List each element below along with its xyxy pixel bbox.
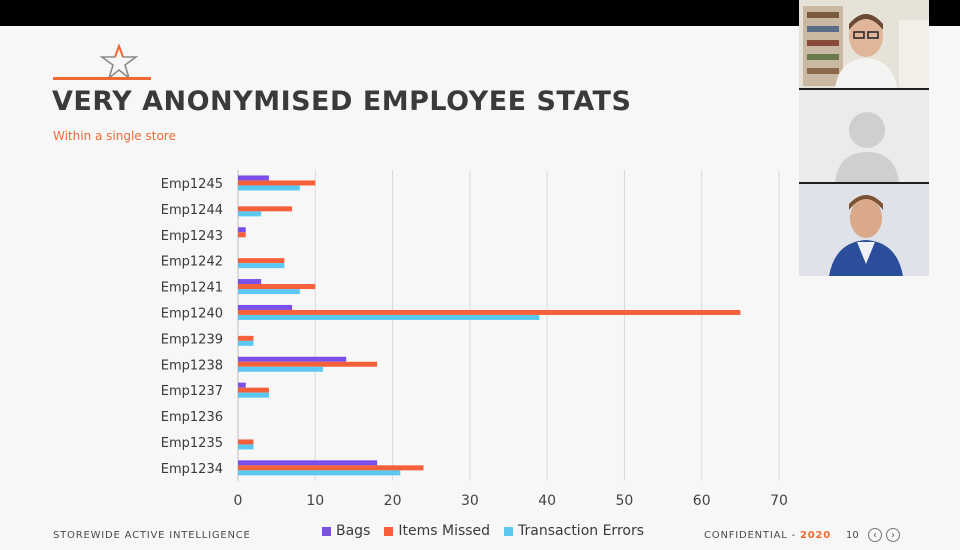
slide-title: VERY ANONYMISED EMPLOYEE STATS (52, 86, 632, 117)
x-tick-label-30: 30 (461, 493, 479, 509)
bar-transaction-errors-emp1237 (238, 392, 269, 398)
bar-items-missed-emp1244 (238, 206, 293, 212)
bar-transaction-errors-emp1245 (238, 185, 300, 191)
bar-bags-emp1234 (238, 460, 378, 466)
category-label-emp1240: Emp1240 (161, 306, 223, 321)
legend-label-transaction-errors: Transaction Errors (518, 523, 645, 539)
footer-year: 2020 (799, 530, 832, 541)
bar-items-missed-emp1245 (238, 180, 316, 186)
legend-swatch-transaction-errors (504, 526, 514, 536)
bar-transaction-errors-emp1240 (238, 314, 540, 320)
legend-label-items-missed: Items Missed (398, 523, 491, 539)
bar-transaction-errors-emp1234 (238, 470, 401, 476)
legend-item-bags: Bags (322, 523, 370, 539)
bar-bags-emp1245 (238, 175, 269, 181)
logo-underline (53, 77, 151, 80)
star-logo-icon (99, 44, 139, 80)
participant-1-image (799, 0, 929, 88)
category-label-emp1236: Emp1236 (161, 410, 223, 425)
page-number: 10 (846, 530, 859, 541)
bar-items-missed-emp1237 (238, 387, 269, 393)
slide-subtitle: Within a single store (53, 129, 176, 143)
footer-confidential-label: CONFIDENTIAL - (704, 530, 800, 541)
category-label-emp1242: Emp1242 (161, 255, 223, 270)
bar-items-missed-emp1238 (238, 361, 378, 367)
legend-swatch-items-missed (384, 526, 394, 536)
employee-stats-bar-chart: 0 10 20 30 40 50 60 70 Emp1245 Emp1244 Emp1243 Emp1… (161, 170, 788, 509)
participant-2-avatar[interactable] (799, 90, 929, 182)
x-tick-label-40: 40 (538, 493, 556, 509)
x-tick-label-10: 10 (306, 493, 324, 509)
footer-confidential: CONFIDENTIAL - 2020 (704, 530, 831, 541)
category-label-emp1238: Emp1238 (161, 358, 223, 373)
bar-bags-emp1240 (238, 304, 293, 310)
legend-swatch-bags (322, 526, 331, 536)
category-label-emp1234: Emp1234 (161, 462, 223, 477)
category-label-emp1235: Emp1235 (161, 436, 223, 451)
participant-3-image (799, 184, 929, 276)
bar-items-missed-emp1240 (238, 309, 741, 315)
bar-transaction-errors-emp1238 (238, 366, 324, 372)
x-tick-label-70: 70 (770, 493, 788, 509)
bar-transaction-errors-emp1239 (238, 340, 254, 346)
bar-transaction-errors-emp1242 (238, 263, 285, 269)
category-label-emp1237: Emp1237 (161, 384, 223, 399)
default-avatar-icon (799, 90, 929, 182)
x-tick-label-50: 50 (616, 493, 634, 509)
participant-3-video[interactable] (799, 184, 929, 276)
bar-items-missed-emp1242 (238, 258, 285, 264)
video-participants-panel (799, 0, 929, 276)
x-tick-label-0: 0 (234, 493, 243, 509)
category-label-emp1245: Emp1245 (161, 177, 223, 192)
bar-transaction-errors-emp1244 (238, 211, 262, 217)
bar-bags-emp1241 (238, 279, 262, 285)
legend-item-transaction-errors: Transaction Errors (504, 523, 644, 539)
next-slide-button[interactable]: › (886, 528, 900, 542)
bar-transaction-errors-emp1241 (238, 289, 300, 295)
bar-items-missed-emp1234 (238, 465, 424, 471)
bar-items-missed-emp1235 (238, 439, 254, 445)
bar-bags-emp1238 (238, 356, 347, 362)
footer-company: STOREWIDE ACTIVE INTELLIGENCE (53, 530, 251, 541)
chart-legend: Bags Items Missed Transaction Errors (322, 523, 658, 539)
legend-item-items-missed: Items Missed (384, 523, 490, 539)
legend-label-bags: Bags (336, 523, 371, 539)
bar-bags-emp1237 (238, 382, 246, 388)
category-label-emp1239: Emp1239 (161, 332, 223, 347)
bar-items-missed-emp1243 (238, 232, 246, 238)
bar-transaction-errors-emp1235 (238, 444, 254, 450)
x-tick-label-60: 60 (693, 493, 711, 509)
category-label-emp1241: Emp1241 (161, 281, 223, 296)
prev-slide-button[interactable]: ‹ (868, 528, 882, 542)
category-label-emp1244: Emp1244 (161, 203, 223, 218)
participant-1-video[interactable] (799, 0, 929, 88)
bar-items-missed-emp1241 (238, 284, 316, 290)
bar-bags-emp1243 (238, 227, 246, 233)
bar-items-missed-emp1239 (238, 335, 254, 341)
category-label-emp1243: Emp1243 (161, 229, 223, 244)
x-tick-label-20: 20 (384, 493, 402, 509)
